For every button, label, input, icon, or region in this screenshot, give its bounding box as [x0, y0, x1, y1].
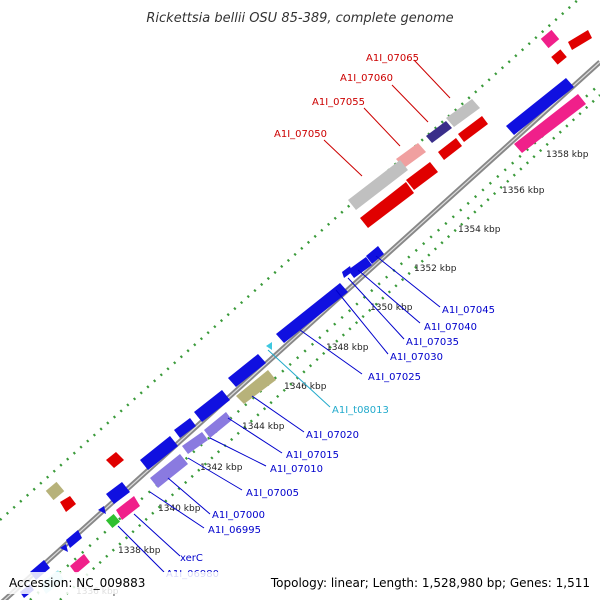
leader-lines	[117, 59, 451, 573]
gene-feature[interactable]	[45, 481, 65, 501]
gene-feature[interactable]	[236, 370, 276, 404]
gene-label-A1I_07020[interactable]: A1I_07020	[306, 430, 359, 441]
gene-feature[interactable]	[105, 513, 121, 529]
footer-strip	[0, 572, 600, 594]
gene-feature[interactable]	[366, 246, 384, 264]
gene-label-xerC[interactable]: xerC	[180, 553, 203, 564]
gene-feature[interactable]	[204, 412, 232, 438]
gene-label-A1I_07005[interactable]: A1I_07005	[246, 488, 299, 499]
leader-line	[391, 84, 429, 123]
accession-label: Accession: NC_009883	[9, 576, 145, 590]
leader-line	[227, 417, 283, 454]
gene-feature[interactable]	[396, 143, 426, 168]
leader-line	[357, 269, 421, 324]
map-title: Rickettsia bellii OSU 85-389, complete g…	[146, 11, 453, 26]
gene-features-lower	[20, 246, 384, 598]
leader-line	[323, 139, 363, 177]
leader-line	[209, 437, 267, 467]
kbp-label: 1348 kbp	[326, 343, 369, 353]
gene-label-A1I_07030[interactable]: A1I_07030	[390, 352, 443, 363]
gene-feature[interactable]	[98, 506, 106, 514]
gene-feature[interactable]	[426, 121, 452, 143]
gene-feature[interactable]	[276, 283, 348, 343]
leader-line	[375, 255, 441, 308]
kbp-scale-line	[29, 83, 600, 600]
gene-feature[interactable]	[194, 390, 230, 422]
gene-feature[interactable]	[342, 266, 352, 278]
gene-feature[interactable]	[568, 30, 592, 50]
gene-label-A1I_07045[interactable]: A1I_07045	[442, 305, 495, 316]
gene-feature[interactable]	[506, 78, 574, 135]
leader-line	[251, 395, 305, 433]
gene-label-A1I_07060[interactable]: A1I_07060	[340, 73, 393, 84]
leader-line	[267, 349, 331, 408]
gene-label-A1I_06995[interactable]: A1I_06995	[208, 525, 261, 536]
gene-feature[interactable]	[348, 160, 408, 210]
gene-feature[interactable]	[446, 99, 480, 127]
kbp-label: 1352 kbp	[414, 264, 457, 274]
leader-line	[335, 289, 389, 355]
leader-line	[149, 491, 205, 529]
gene-labels: A1I_07065 A1I_07060 A1I_07055 A1I_07050 …	[166, 53, 495, 580]
gene-feature[interactable]	[266, 342, 272, 350]
gene-label-A1I_07015[interactable]: A1I_07015	[286, 450, 339, 461]
gene-feature[interactable]	[140, 436, 178, 470]
leader-line	[187, 457, 243, 491]
gene-label-A1I_07055[interactable]: A1I_07055	[312, 97, 365, 108]
kbp-label: 1340 kbp	[158, 504, 201, 514]
gene-feature[interactable]	[514, 94, 586, 153]
kbp-label: 1358 kbp	[546, 150, 589, 160]
outer-dotted-track-upper	[0, 0, 580, 521]
gene-feature[interactable]	[70, 554, 90, 574]
gene-label-A1I_07050[interactable]: A1I_07050	[274, 129, 327, 140]
kbp-label: 1342 kbp	[200, 463, 243, 473]
gene-feature[interactable]	[174, 418, 196, 438]
gene-feature[interactable]	[348, 257, 372, 278]
gene-feature[interactable]	[106, 482, 130, 504]
leader-line	[363, 107, 401, 147]
kbp-label: 1346 kbp	[284, 382, 327, 392]
gene-label-A1I_07035[interactable]: A1I_07035	[406, 337, 459, 348]
kbp-label: 1344 kbp	[242, 422, 285, 432]
gene-feature[interactable]	[228, 354, 266, 387]
gene-feature[interactable]	[360, 182, 414, 228]
genome-axis-highlight	[3, 61, 600, 600]
gene-feature[interactable]	[106, 452, 124, 468]
gene-label-A1I_07040[interactable]: A1I_07040	[424, 322, 477, 333]
leader-line	[167, 477, 211, 515]
gene-feature[interactable]	[438, 138, 462, 160]
gene-feature[interactable]	[66, 530, 82, 548]
topology-label: Topology: linear; Length: 1,528,980 bp; …	[270, 576, 590, 590]
gene-feature[interactable]	[540, 29, 560, 49]
leader-line	[413, 59, 451, 99]
kbp-labels: 1336 kbp 1338 kbp 1340 kbp 1342 kbp 1344…	[76, 150, 589, 597]
gene-label-A1I_07010[interactable]: A1I_07010	[270, 464, 323, 475]
gene-feature[interactable]	[116, 496, 140, 520]
gene-label-A1I_07000[interactable]: A1I_07000	[212, 510, 265, 521]
kbp-label: 1338 kbp	[118, 546, 161, 556]
kbp-label: 1354 kbp	[458, 225, 501, 235]
outer-dotted-track-lower	[59, 94, 600, 600]
gene-feature[interactable]	[60, 544, 68, 552]
gene-label-A1I_07065[interactable]: A1I_07065	[366, 53, 419, 64]
leader-line	[133, 513, 181, 557]
gene-feature[interactable]	[150, 454, 188, 488]
gene-feature[interactable]	[458, 116, 488, 142]
leader-line	[299, 329, 363, 375]
gene-features	[45, 29, 592, 512]
gene-feature[interactable]	[182, 432, 208, 454]
leader-line	[117, 525, 165, 573]
gene-label-A1I_t08013[interactable]: A1I_t08013	[332, 405, 389, 416]
gene-feature[interactable]	[551, 49, 567, 65]
leader-line	[347, 277, 405, 340]
kbp-label: 1356 kbp	[502, 186, 545, 196]
gene-feature[interactable]	[406, 162, 438, 190]
gene-label-A1I_07025[interactable]: A1I_07025	[368, 372, 421, 383]
gene-feature[interactable]	[60, 496, 76, 512]
kbp-label: 1350 kbp	[370, 303, 413, 313]
